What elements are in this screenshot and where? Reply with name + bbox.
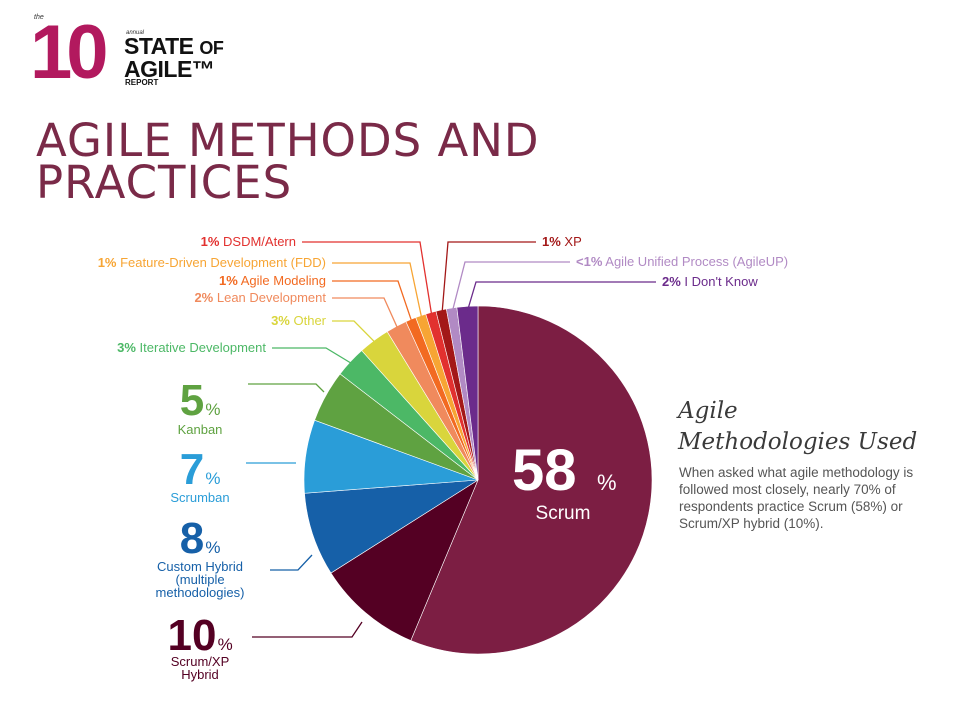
logo-report-text: REPORT [125, 78, 159, 87]
side-title-line2: Methodologies Used [678, 429, 918, 455]
iterative-development-name: Iterative Development [136, 340, 266, 355]
leader-line-lean-development [332, 297, 399, 331]
leader-line-other [332, 320, 377, 345]
leader-line-dsdm-atern [302, 241, 433, 317]
logo-state-text: STATE [124, 33, 194, 59]
agile-modeling-label-text: 1% Agile Modeling [219, 273, 326, 288]
slice-label-scrum: 58 % Scrum [512, 438, 617, 524]
side-panel-title: Agile Methodologies Used [678, 396, 958, 458]
feature-driven-development-fdd-label-text: 1% Feature-Driven Development (FDD) [98, 255, 326, 270]
scrum-xp-hybrid-percent-value: 10 [168, 611, 217, 660]
iterative-development-label-text: 3% Iterative Development [117, 340, 266, 355]
logo-annual-text: annual [126, 30, 145, 36]
lean-development-name: Lean Development [213, 290, 326, 305]
leader-line-xp [441, 241, 536, 314]
scrum-percent-value: 58 [512, 438, 577, 503]
agile-unified-process-agileup-name: Agile Unified Process (AgileUP) [602, 254, 788, 269]
leader-line-i-don-t-know [466, 281, 656, 311]
feature-driven-development-fdd-name: Feature-Driven Development (FDD) [116, 255, 326, 270]
scrumban-percent-value: 7 [180, 445, 204, 494]
logo-agile-text: AGILE™ [124, 56, 215, 82]
leader-line-agile-modeling [332, 280, 413, 324]
custom-hybrid-multiple-methodologies-percent-value: 8 [180, 514, 204, 563]
logo-wordmark: STATE OF AGILE™ [124, 33, 224, 82]
xp-name: XP [561, 234, 582, 249]
slice-label-dsdm-atern: 1% DSDM/Atern [201, 234, 296, 249]
custom-hybrid-multiple-methodologies-name-line: methodologies) [156, 585, 245, 600]
kanban-percent-sign: % [205, 400, 220, 419]
dsdm-atern-label-text: 1% DSDM/Atern [201, 234, 296, 249]
slice-label-xp: 1% XP [542, 234, 582, 249]
feature-driven-development-fdd-percent-value: 1% [98, 255, 117, 270]
slice-label-kanban: 5 % Kanban [178, 376, 223, 437]
lean-development-label-text: 2% Lean Development [194, 290, 326, 305]
i-don-t-know-percent-value: 2% [662, 274, 681, 289]
other-name: Other [290, 313, 327, 328]
leader-line-scrum-xp-hybrid [252, 621, 363, 638]
slice-label-scrumban: 7 % Scrumban [170, 445, 229, 505]
leader-line-feature-driven-development-fdd [332, 262, 423, 320]
slice-label-i-don-t-know: 2% I Don't Know [662, 274, 758, 289]
side-panel-description: When asked what agile methodology is fol… [679, 465, 914, 531]
scrumban-name-line: Scrumban [170, 490, 229, 505]
agile-unified-process-agileup-percent-value: <1% [576, 254, 603, 269]
lean-development-percent-value: 2% [194, 290, 213, 305]
slice-label-feature-driven-development-fdd: 1% Feature-Driven Development (FDD) [98, 255, 326, 270]
iterative-development-percent-value: 3% [117, 340, 136, 355]
xp-label-text: 1% XP [542, 234, 582, 249]
xp-percent-value: 1% [542, 234, 561, 249]
scrum-xp-hybrid-percent-sign: % [218, 635, 233, 654]
pie-slice-scrum-xp-hybrid [330, 479, 479, 641]
leader-line-kanban [248, 383, 325, 393]
logo-the-text: the [34, 14, 44, 21]
kanban-percent-value: 5 [180, 376, 204, 425]
other-label-text: 3% Other [271, 313, 327, 328]
dsdm-atern-percent-value: 1% [201, 234, 220, 249]
side-title-line1: Agile [678, 398, 738, 424]
report-logo: the 10 annual STATE OF AGILE™ REPORT [28, 10, 258, 95]
i-don-t-know-name: I Don't Know [681, 274, 759, 289]
slice-label-lean-development: 2% Lean Development [194, 290, 326, 305]
agile-unified-process-agileup-label-text: <1% Agile Unified Process (AgileUP) [576, 254, 788, 269]
slice-label-iterative-development: 3% Iterative Development [117, 340, 266, 355]
logo-of-text: OF [199, 38, 224, 58]
pie-slice-scrum [410, 305, 653, 655]
scrum-xp-hybrid-name-line: Hybrid [181, 667, 219, 682]
logo-number: 10 [30, 10, 109, 95]
page-title: AGILE METHODS AND PRACTICES [36, 114, 540, 209]
dsdm-atern-name: DSDM/Atern [219, 234, 296, 249]
scrum-xp-hybrid-name-line: Scrum/XP [171, 654, 230, 669]
leader-line-custom-hybrid-multiple-methodologies [270, 554, 313, 571]
pie-slice-i-don-t-know [456, 305, 479, 481]
other-percent-value: 3% [271, 313, 290, 328]
leader-line-iterative-development [272, 347, 354, 366]
kanban-name-line: Kanban [178, 422, 223, 437]
agile-modeling-percent-value: 1% [219, 273, 238, 288]
leader-line-agile-unified-process-agileup [451, 261, 570, 313]
slice-label-agile-modeling: 1% Agile Modeling [219, 273, 326, 288]
custom-hybrid-multiple-methodologies-percent-sign: % [205, 538, 220, 557]
custom-hybrid-multiple-methodologies-name-line: Custom Hybrid [157, 559, 243, 574]
slice-label-other: 3% Other [271, 313, 327, 328]
scrumban-percent-sign: % [205, 469, 220, 488]
scrum-percent-sign: % [597, 470, 617, 495]
custom-hybrid-multiple-methodologies-name-line: (multiple [175, 572, 224, 587]
i-don-t-know-label-text: 2% I Don't Know [662, 274, 758, 289]
agile-modeling-name: Agile Modeling [238, 273, 326, 288]
slice-label-agile-unified-process-agileup: <1% Agile Unified Process (AgileUP) [576, 254, 788, 269]
scrum-label: Scrum [536, 503, 591, 524]
